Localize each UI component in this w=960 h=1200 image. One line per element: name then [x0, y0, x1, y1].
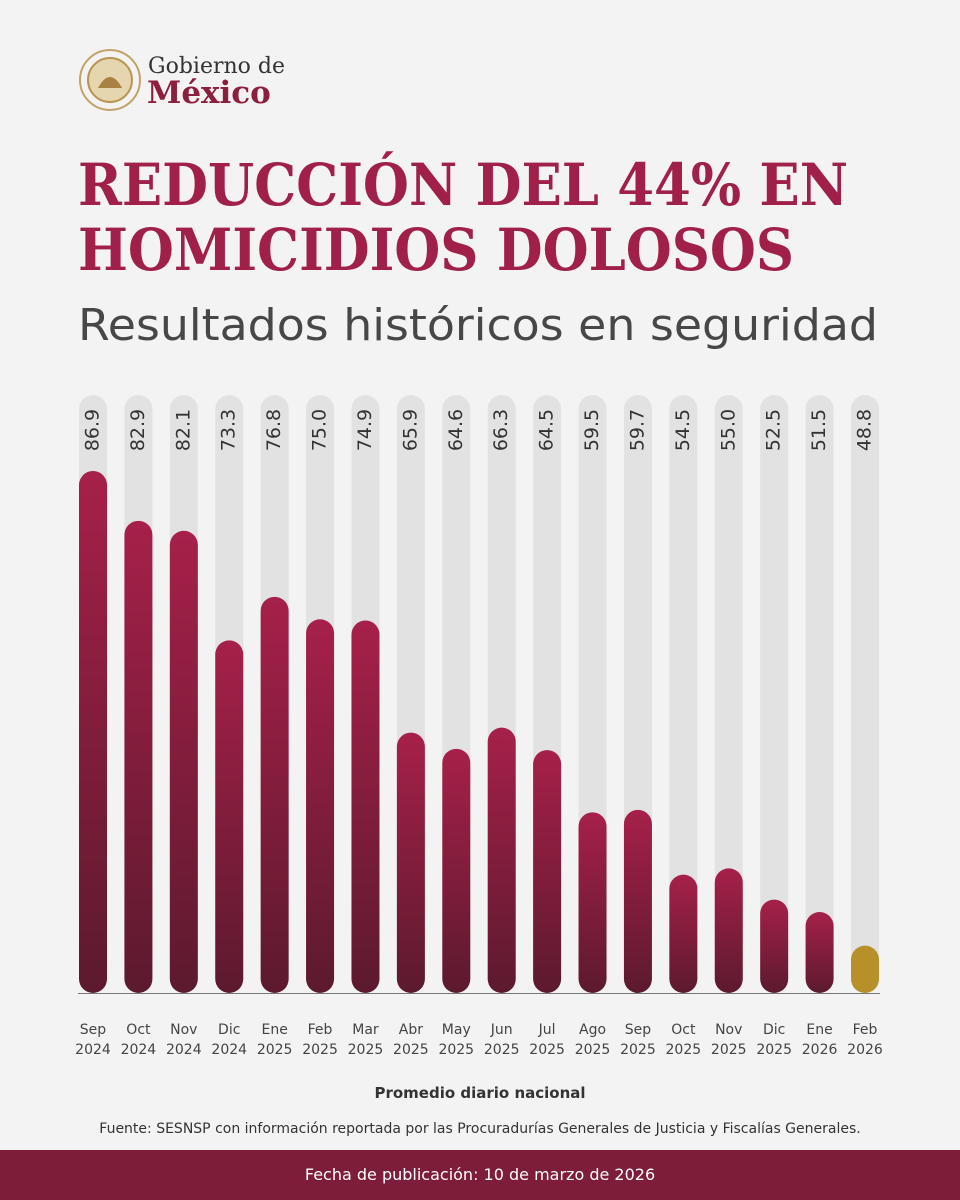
value-label: 48.8: [854, 409, 876, 451]
x-tick-label: Oct 2025: [665, 1022, 702, 1058]
value-label: 66.3: [490, 409, 512, 451]
x-tick-label: Abr 2025: [393, 1022, 429, 1058]
value-label: 75.0: [309, 409, 331, 451]
bar-track: [714, 395, 743, 993]
x-tick-label: Dic 2025: [756, 1022, 792, 1058]
bar-track: [669, 395, 698, 993]
bar: [79, 470, 107, 993]
value-label: 52.5: [763, 409, 785, 451]
x-tick-label: May 2025: [438, 1022, 475, 1058]
x-tick-label: Feb 2026: [847, 1022, 883, 1058]
bar: [260, 596, 289, 993]
bar: [669, 874, 698, 993]
gov-line1: Gobierno de: [148, 54, 285, 79]
x-tick-label: Sep 2025: [620, 1022, 656, 1058]
x-tick-label: Ene 2026: [801, 1022, 838, 1058]
bar: [215, 640, 244, 993]
bar-track: [851, 395, 879, 993]
logo: [79, 49, 141, 111]
x-label: Promedio diario nacional: [374, 1084, 585, 1102]
x-tick-label: Jun 2025: [483, 1022, 520, 1058]
bar: [396, 732, 425, 993]
x-tick-label: Jul 2025: [529, 1022, 565, 1058]
bar: [533, 750, 562, 993]
x-tick-label: Sep 2024: [75, 1022, 111, 1058]
bar: [487, 727, 516, 993]
value-label: 86.9: [82, 409, 104, 451]
value-label: 74.9: [354, 409, 376, 451]
value-label: 82.9: [127, 409, 149, 451]
x-tick-label: Feb 2025: [302, 1022, 338, 1058]
bar: [306, 619, 335, 993]
bar: [351, 620, 380, 993]
gov-line2: México: [147, 75, 271, 111]
bar: [169, 530, 198, 993]
bar-track: [805, 395, 834, 993]
x-tick-label: Nov 2025: [710, 1022, 747, 1058]
value-label: 54.5: [672, 409, 694, 451]
bar-track: [760, 395, 789, 993]
x-tick-label: Dic 2024: [211, 1022, 248, 1058]
value-label: 64.6: [445, 409, 467, 451]
value-label: 65.9: [399, 409, 421, 451]
publication: Fecha de publicación: 10 de marzo de 202…: [305, 1165, 655, 1184]
value-label: 82.1: [172, 409, 194, 451]
x-tick-label: Oct 2024: [120, 1022, 157, 1058]
bar: [578, 812, 607, 993]
bar: [442, 748, 471, 993]
subtitle: Resultados históricos en seguridad: [78, 300, 878, 351]
value-label: 59.5: [581, 409, 603, 451]
value-label: 76.8: [263, 409, 285, 451]
source: Fuente: SESNSP con información reportada…: [99, 1121, 860, 1137]
value-label: 73.3: [218, 409, 240, 451]
value-label: 64.5: [536, 409, 558, 451]
x-tick-label: Nov 2024: [165, 1022, 202, 1058]
bar: [851, 945, 879, 993]
value-label: 55.0: [717, 409, 739, 451]
bar: [623, 809, 652, 993]
title-line: HOMICIDIOS DOLOSOS: [78, 216, 794, 284]
footer-band: [0, 1150, 960, 1200]
x-tick-label: Ene 2025: [256, 1022, 293, 1058]
bar: [805, 912, 834, 993]
title-line: REDUCCIÓN DEL 44% EN: [78, 151, 848, 219]
bar: [124, 520, 153, 993]
bar: [714, 868, 743, 993]
value-label: 51.5: [808, 409, 830, 451]
value-label: 59.7: [626, 409, 648, 451]
x-tick-label: Mar 2025: [347, 1022, 384, 1058]
x-tick-label: Ago 2025: [574, 1022, 611, 1058]
bar: [760, 899, 789, 993]
